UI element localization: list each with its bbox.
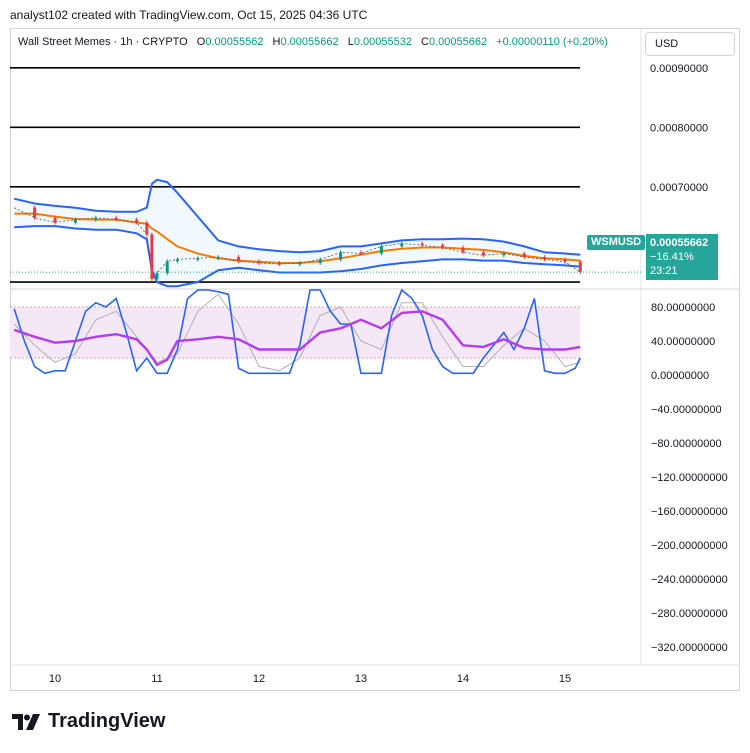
- close-trace: [14, 207, 581, 281]
- bb-lower-line: [14, 225, 581, 288]
- candle-body-16: [277, 263, 281, 265]
- bar-countdown: 23:21: [650, 265, 678, 277]
- legend-low-label: L: [347, 36, 354, 48]
- candle-body-24: [441, 245, 445, 248]
- candle-body-11: [175, 259, 179, 262]
- candle-body-15: [257, 261, 261, 264]
- time-axis-ticks: 10 11 12 13 14 15: [49, 673, 571, 685]
- tradingview-brand: TradingView: [48, 710, 166, 732]
- candles: [33, 205, 582, 282]
- osc-tick-label-8: −240.00000000: [651, 574, 728, 586]
- legend-open: 0.00055562: [205, 36, 264, 48]
- candle-body-23: [420, 243, 424, 246]
- candle-body-2: [53, 217, 57, 223]
- candle-body-25: [461, 247, 465, 253]
- legend-open-label: O: [196, 36, 206, 48]
- legend-high-label: H: [272, 36, 281, 48]
- candle-body-30: [563, 259, 567, 262]
- osc-tick-label-4: −80.00000000: [651, 438, 722, 450]
- tradingview-logo[interactable]: TradingView: [12, 710, 165, 733]
- candle-body-4: [94, 217, 98, 220]
- last-price-value: 0.00055662: [650, 237, 709, 249]
- osc-tick-label-10: −320.00000000: [651, 642, 728, 654]
- rsi-line: [13, 310, 581, 367]
- legend-change: +0.00000110 (+0.20%): [496, 36, 608, 48]
- attribution: analyst102 created with TradingView.com,…: [10, 8, 368, 22]
- candle-body-13: [216, 257, 220, 259]
- osc-tick-label-1: 40.00000000: [651, 336, 715, 348]
- chart-legend: Wall Street Memes · 1h · CRYPTO O0.00055…: [18, 36, 608, 48]
- chart-frame[interactable]: [10, 28, 740, 691]
- candle-body-8: [150, 234, 154, 280]
- osc-tick-label-9: −280.00000000: [651, 608, 728, 620]
- candle-body-17: [298, 263, 302, 265]
- legend-symbol: Wall Street Memes · 1h · CRYPTO: [18, 36, 188, 48]
- candle-body-28: [522, 253, 526, 258]
- candle-body-1: [33, 207, 37, 218]
- legend-high: 0.00055662: [280, 36, 339, 48]
- time-tick-label-5: 15: [559, 673, 571, 685]
- time-tick-label-4: 14: [457, 673, 469, 685]
- candle-body-12: [196, 258, 200, 260]
- osc-tick-label-6: −160.00000000: [651, 506, 728, 518]
- candle-body-20: [359, 252, 363, 254]
- candle-body-29: [543, 257, 547, 260]
- legend-close: 0.00055662: [428, 36, 488, 48]
- stoch-k-line: [13, 288, 582, 375]
- oscillator-series: [13, 288, 582, 375]
- legend-low: 0.00055532: [353, 36, 412, 48]
- price-tick-label-1: 0.00080000: [650, 122, 708, 134]
- time-tick-label-3: 13: [355, 673, 367, 685]
- bb-upper-line: [13, 178, 581, 256]
- osc-tick-label-0: 80.00000000: [651, 302, 715, 314]
- ticker-tag: WSMUSD: [587, 235, 646, 250]
- bollinger-fill: [14, 179, 581, 287]
- tradingview-logo-icon: [12, 713, 40, 730]
- candle-body-3: [73, 219, 77, 223]
- time-tick-label-1: 11: [151, 673, 162, 685]
- osc-tick-label-5: −120.00000000: [651, 472, 728, 484]
- price-tick-label-0: 0.00090000: [650, 63, 708, 75]
- candle-body-21: [379, 246, 383, 254]
- osc-tick-label-3: −40.00000000: [651, 404, 722, 416]
- candle-body-18: [318, 259, 322, 264]
- candle-body-7: [145, 222, 149, 235]
- candle-body-31: [578, 261, 582, 273]
- candle-body-19: [339, 252, 343, 260]
- candle-body-6: [135, 219, 139, 223]
- legend-close-label: C: [421, 36, 429, 48]
- osc-tick-label-7: −200.00000000: [651, 540, 728, 552]
- price-series: [13, 178, 581, 288]
- candle-body-26: [481, 252, 485, 256]
- oscillator-axis-ticks: 80.00000000 40.00000000 0.00000000 −40.0000…: [651, 302, 728, 654]
- osc-tick-label-2: 0.00000000: [651, 370, 709, 382]
- price-tick-label-2: 0.00070000: [650, 182, 708, 194]
- candle-body-9: [155, 273, 159, 280]
- time-tick-label-0: 10: [49, 673, 61, 685]
- time-tick-label-2: 12: [253, 673, 265, 685]
- horizontal-levels: [10, 67, 580, 283]
- stoch-d-line: [13, 293, 581, 372]
- last-price-change: −16.41%: [650, 251, 694, 263]
- last-price-box: 0.00055662 −16.41% 23:21: [646, 234, 718, 280]
- candle-body-27: [502, 253, 506, 256]
- candle-body-14: [237, 257, 241, 262]
- candle-body-5: [114, 217, 118, 220]
- currency-button[interactable]: USD: [645, 32, 735, 56]
- candle-body-10: [165, 261, 169, 274]
- candle-body-22: [400, 243, 404, 247]
